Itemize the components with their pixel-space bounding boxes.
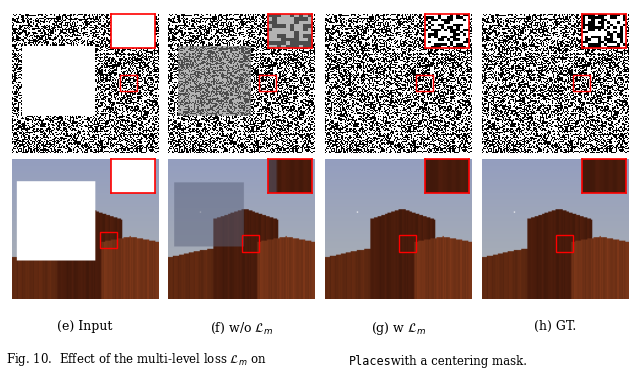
- Bar: [242, 235, 259, 251]
- Bar: [573, 75, 590, 91]
- Text: (f) w/o $\mathcal{L}_m$: (f) w/o $\mathcal{L}_m$: [210, 320, 273, 336]
- Bar: [120, 75, 137, 91]
- Bar: [100, 232, 117, 248]
- Text: Fig. 10.  Effect of the multi-level loss $\mathcal{L}_m$ on: Fig. 10. Effect of the multi-level loss …: [6, 351, 268, 368]
- Bar: [259, 75, 276, 91]
- Text: (h) GT.: (h) GT.: [534, 320, 577, 333]
- Text: (g) w $\mathcal{L}_m$: (g) w $\mathcal{L}_m$: [371, 320, 426, 337]
- Bar: [416, 75, 433, 91]
- Text: with a centering mask.: with a centering mask.: [387, 355, 527, 368]
- Text: (e) Input: (e) Input: [57, 320, 113, 333]
- Bar: [399, 235, 416, 251]
- Bar: [556, 235, 573, 251]
- Text: Places: Places: [349, 355, 392, 368]
